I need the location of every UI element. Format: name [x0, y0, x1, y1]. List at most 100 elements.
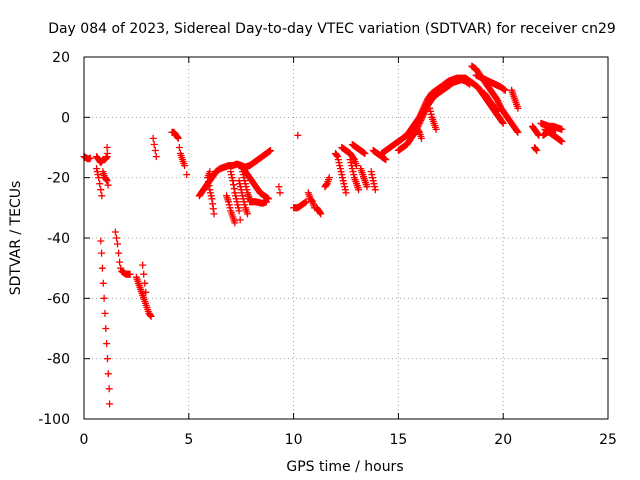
data-point — [116, 258, 124, 266]
data-point — [241, 180, 249, 188]
data-point — [103, 144, 111, 151]
y-tick-label: -80 — [47, 352, 70, 368]
data-point — [231, 189, 239, 197]
data-point — [346, 156, 354, 164]
data-point — [99, 279, 107, 287]
data-point — [341, 186, 349, 194]
data-point — [207, 189, 214, 197]
data-point — [102, 325, 110, 332]
data-point — [174, 134, 182, 142]
data-point — [422, 106, 430, 114]
data-point — [142, 288, 150, 296]
data-point — [370, 180, 378, 188]
data-point — [230, 181, 237, 189]
data-point — [558, 125, 566, 133]
data-point — [302, 198, 310, 206]
data-point — [241, 201, 249, 209]
data-point — [432, 125, 440, 133]
data-point — [98, 264, 106, 272]
data-point — [205, 182, 213, 190]
data-point — [235, 207, 243, 215]
data-point — [227, 171, 235, 179]
data-point — [114, 240, 121, 248]
data-point — [147, 312, 155, 320]
data-point — [325, 174, 333, 182]
data-point — [98, 192, 106, 200]
x-tick-label: 10 — [285, 432, 303, 448]
data-point — [350, 155, 358, 163]
data-point — [242, 183, 250, 191]
data-point — [418, 113, 426, 121]
data-point — [97, 186, 105, 194]
data-point — [371, 183, 379, 191]
data-point — [102, 154, 110, 162]
data-point — [335, 159, 343, 167]
data-point — [111, 228, 119, 236]
x-axis-label: GPS time / hours — [286, 459, 403, 475]
data-point — [369, 174, 376, 182]
data-point — [492, 106, 500, 114]
data-point — [276, 189, 284, 197]
data-point — [337, 168, 345, 176]
data-point — [426, 104, 434, 112]
data-point — [466, 80, 474, 88]
data-point — [101, 309, 109, 317]
data-point — [419, 112, 427, 120]
data-point — [150, 141, 158, 148]
data-point — [336, 165, 344, 173]
data-point — [234, 201, 242, 209]
data-point — [336, 162, 344, 170]
data-point — [174, 133, 182, 141]
data-point — [175, 144, 183, 151]
data-point — [317, 210, 325, 218]
data-point — [149, 134, 157, 142]
data-point — [243, 186, 251, 194]
data-point — [239, 195, 247, 203]
data-point — [96, 180, 104, 188]
data-point — [333, 152, 341, 159]
y-tick-label: 20 — [52, 50, 70, 66]
data-point — [418, 134, 425, 142]
data-point — [210, 210, 218, 218]
data-point — [181, 162, 189, 170]
x-tick-label: 25 — [599, 432, 617, 448]
data-point — [349, 168, 357, 176]
data-point — [499, 119, 507, 127]
data-point — [103, 177, 111, 185]
data-point — [334, 156, 342, 164]
data-point — [232, 195, 240, 203]
data-point — [363, 183, 371, 191]
data-point — [415, 127, 423, 135]
data-point — [339, 174, 346, 182]
data-point — [348, 165, 356, 173]
data-point — [140, 270, 148, 278]
data-point — [226, 204, 234, 212]
data-point — [369, 177, 377, 185]
data-point — [338, 171, 346, 179]
data-point — [342, 189, 350, 197]
x-tick-label: 0 — [80, 432, 89, 448]
data-point — [552, 125, 560, 133]
data-point — [113, 234, 120, 242]
data-point — [371, 186, 379, 194]
data-point — [104, 150, 111, 157]
data-point — [417, 116, 425, 124]
data-point — [340, 180, 348, 188]
x-tick-label: 15 — [389, 432, 407, 448]
data-point — [415, 119, 423, 127]
data-point — [361, 150, 369, 157]
data-point — [239, 192, 247, 200]
data-point — [493, 107, 501, 115]
data-point — [141, 279, 149, 287]
data-point — [367, 168, 375, 176]
data-point — [206, 168, 214, 176]
data-point — [233, 198, 241, 206]
y-tick-label: -60 — [47, 291, 70, 307]
data-point — [100, 294, 108, 302]
data-point — [513, 127, 521, 135]
axis-ticks: 0 5 10 15 20 25 20 0 -20 -40 -60 -80 -100 — [38, 50, 617, 448]
data-point — [225, 198, 233, 206]
data-point — [294, 131, 302, 139]
data-point — [115, 249, 123, 257]
data-point — [208, 195, 216, 203]
